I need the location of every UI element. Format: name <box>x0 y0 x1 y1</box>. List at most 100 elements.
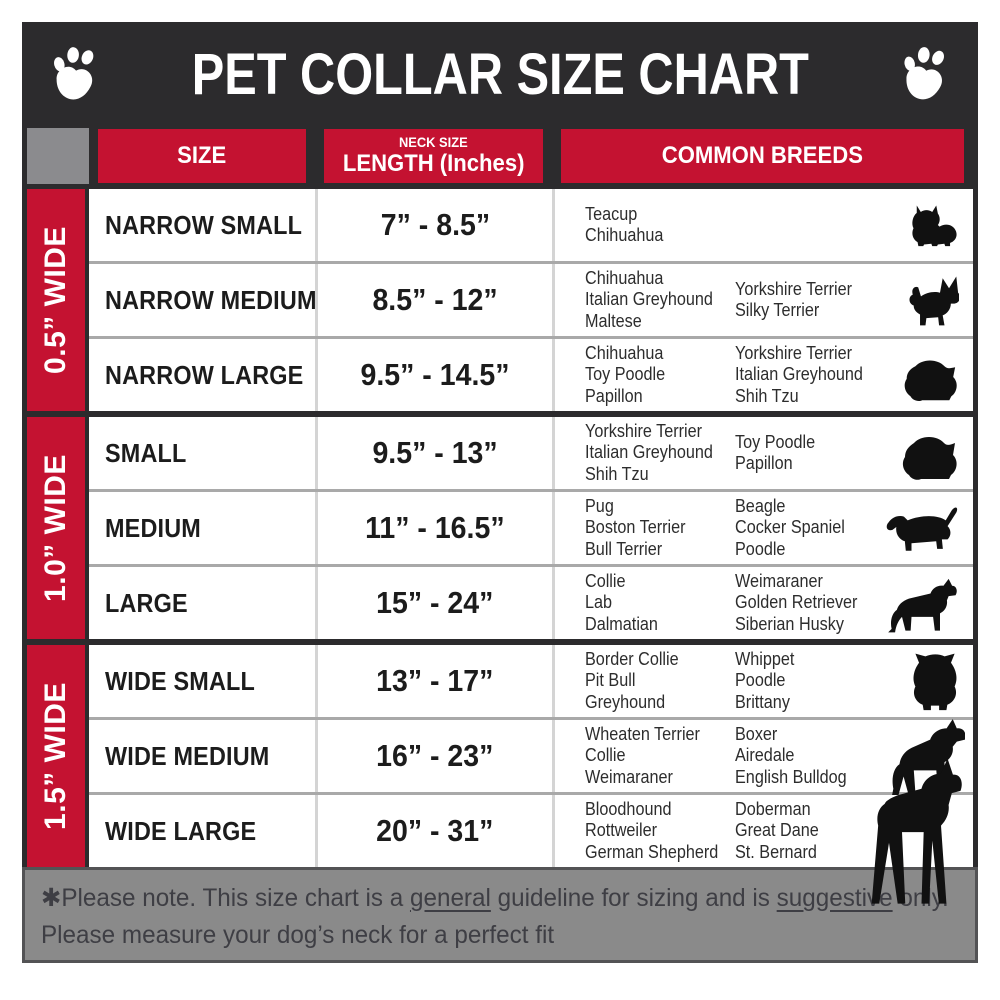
size-cell: MEDIUM <box>89 492 315 564</box>
length-cell: 20” - 31” <box>315 795 552 867</box>
underlined-word: general <box>409 884 491 912</box>
breed-line: Golden Retriever <box>735 592 858 613</box>
breed-line: Toy Poodle <box>735 431 816 452</box>
disclaimer-line-2: Please measure your dog’s neck for a per… <box>41 921 555 949</box>
yorkshire-terrier-icon <box>907 201 959 249</box>
breed-line: Brittany <box>735 691 790 712</box>
width-group-05: 0.5” WIDE NARROW SMALL 7” - 8.5” Teacup … <box>27 189 973 411</box>
breeds-list-primary: Pug Boston Terrier Bull Terrier <box>585 496 735 561</box>
size-cell: NARROW MEDIUM <box>89 264 316 336</box>
breed-line: Lab <box>585 592 613 613</box>
breeds-list-secondary: Whippet Poodle Brittany <box>735 649 905 714</box>
breed-line: Collie <box>585 745 626 766</box>
width-label: 0.5” WIDE <box>39 226 72 374</box>
length-cell: 15” - 24” <box>315 567 552 639</box>
breed-line: Italian Greyhound <box>585 289 713 310</box>
breeds-cell: Bloodhound Rottweiler German Shepherd Do… <box>552 758 973 904</box>
breeds-cell: Pug Boston Terrier Bull Terrier Beagle C… <box>552 492 973 564</box>
breed-line: Airedale <box>735 745 795 766</box>
paw-print-icon <box>54 46 94 99</box>
breeds-list-secondary: Boxer Airedale English Bulldog <box>735 724 905 789</box>
breed-line: English Bulldog <box>735 766 847 787</box>
breeds-list-primary: Teacup Chihuahua <box>585 204 735 247</box>
breed-line: Border Collie <box>585 648 679 669</box>
breed-line: Beagle <box>735 495 786 516</box>
breeds-list-primary: Wheaten Terrier Collie Weimaraner <box>585 724 735 789</box>
breed-line: Cocker Spaniel <box>735 517 845 538</box>
header-corner-spacer <box>27 128 89 184</box>
pit-bull-icon <box>879 710 966 802</box>
width-label: 1.0” WIDE <box>39 454 72 602</box>
breed-line: Pug <box>585 495 614 516</box>
size-cell: NARROW LARGE <box>89 339 315 411</box>
breed-line: Weimaraner <box>585 766 673 787</box>
bulldog-icon <box>901 650 959 712</box>
length-cell: 7” - 8.5” <box>315 189 552 261</box>
size-cell: WIDE MEDIUM <box>89 720 315 792</box>
breed-line: Weimaraner <box>735 570 823 591</box>
width-label: 1.5” WIDE <box>39 682 72 830</box>
breed-line: Yorkshire Terrier <box>585 420 703 441</box>
width-label-bar: 0.5” WIDE <box>27 189 89 411</box>
breed-line: German Shepherd <box>585 841 719 862</box>
breed-line: Shih Tzu <box>585 463 649 484</box>
breed-line: Chihuahua <box>585 267 664 288</box>
length-cell: 9.5” - 13” <box>315 417 552 489</box>
column-header-breeds: COMMON BREEDS <box>561 129 964 183</box>
column-header-size: SIZE <box>98 129 306 183</box>
breeds-cell: Border Collie Pit Bull Greyhound Whippet… <box>552 645 973 717</box>
size-cell: WIDE SMALL <box>89 645 315 717</box>
disclaimer-line-1: ✱Please note. This size chart is a gener… <box>41 884 949 912</box>
breeds-list-primary: Chihuahua Toy Poodle Papillon <box>585 343 735 408</box>
doberman-icon <box>863 747 967 915</box>
breeds-list-secondary: Toy Poodle Papillon <box>735 421 905 486</box>
neck-size-note: NECK SIZE <box>399 133 468 150</box>
breed-line: Italian Greyhound <box>735 364 863 385</box>
breed-line: Greyhound <box>585 691 666 712</box>
breeds-cell: Collie Lab Dalmatian Weimaraner Golden R… <box>552 567 973 639</box>
breeds-list-primary: Bloodhound Rottweiler German Shepherd <box>585 799 735 864</box>
breed-line: Boston Terrier <box>585 517 686 538</box>
breed-line: Poodle <box>735 538 786 559</box>
breeds-cell: Yorkshire Terrier Italian Greyhound Shih… <box>552 417 973 489</box>
breed-line: Yorkshire Terrier <box>735 342 853 363</box>
size-cell: LARGE <box>89 567 315 639</box>
breed-line: Papillon <box>585 385 643 406</box>
breeds-cell: Chihuahua Italian Greyhound Maltese York… <box>552 264 973 336</box>
breed-line: Bloodhound <box>585 798 672 819</box>
breeds-list-primary: Collie Lab Dalmatian <box>585 571 735 636</box>
breed-line: Pit Bull <box>585 670 636 691</box>
breed-line: Poodle <box>735 670 786 691</box>
breed-line: Collie <box>585 570 626 591</box>
breed-line: Maltese <box>585 310 642 331</box>
shih-tzu-icon <box>897 347 959 403</box>
breeds-list-primary: Chihuahua Italian Greyhound Maltese <box>585 268 735 333</box>
title-banner: PET COLLAR SIZE CHART <box>22 22 978 127</box>
breed-line: Yorkshire Terrier <box>735 278 853 299</box>
breeds-list-primary: Yorkshire Terrier Italian Greyhound Shih… <box>585 421 735 486</box>
breeds-list-secondary: Weimaraner Golden Retriever Siberian Hus… <box>735 571 905 636</box>
length-cell: 9.5” - 14.5” <box>315 339 552 411</box>
size-cell: WIDE LARGE <box>89 795 315 867</box>
breeds-list-secondary: Yorkshire Terrier Silky Terrier <box>735 268 905 333</box>
breed-line: Doberman <box>735 798 811 819</box>
breeds-list-secondary: Doberman Great Dane St. Bernard <box>735 799 905 864</box>
chihuahua-icon <box>901 271 960 329</box>
breed-line: Teacup <box>585 203 638 224</box>
column-header-length: NECK SIZE LENGTH (Inches) <box>324 129 543 183</box>
disclaimer-footer: ✱Please note. This size chart is a gener… <box>22 867 978 963</box>
breed-line: Rottweiler <box>585 820 658 841</box>
breed-line: Italian Greyhound <box>585 442 713 463</box>
length-cell: 11” - 16.5” <box>315 492 552 564</box>
size-cell: NARROW SMALL <box>89 189 315 261</box>
breed-line: Chihuahua <box>585 225 664 245</box>
german-shepherd-icon <box>883 570 959 636</box>
breed-line: Toy Poodle <box>585 364 666 385</box>
breeds-list-secondary: Beagle Cocker Spaniel Poodle <box>735 496 905 561</box>
breeds-list-secondary <box>735 204 905 247</box>
width-group-10: 1.0” WIDE SMALL 9.5” - 13” Yorkshire Ter… <box>27 411 973 639</box>
breed-line: St. Bernard <box>735 841 817 862</box>
breed-line: Great Dane <box>735 820 819 841</box>
width-label-bar: 1.5” WIDE <box>27 645 89 867</box>
